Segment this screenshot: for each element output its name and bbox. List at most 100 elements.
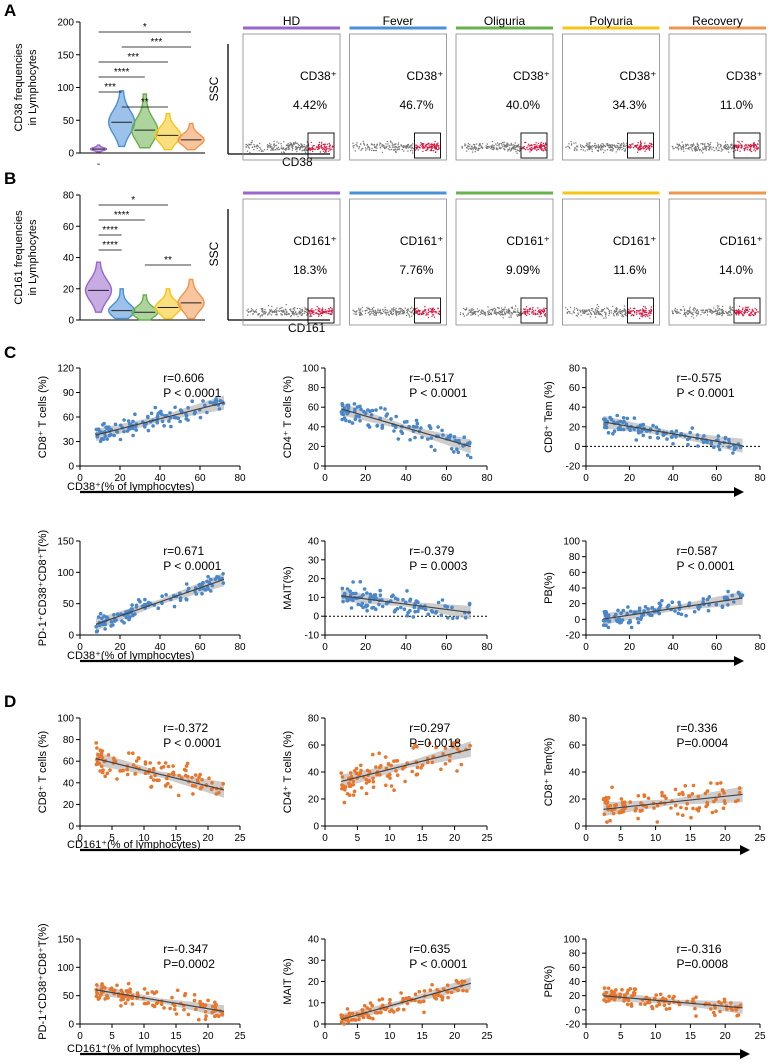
y-tick-label: 40 — [569, 768, 581, 779]
event-dot — [459, 313, 462, 316]
data-point — [389, 417, 393, 421]
event-dot — [263, 149, 266, 151]
x-tick-label: 40 — [400, 473, 412, 484]
event-dot — [495, 148, 498, 150]
data-point — [201, 586, 206, 591]
data-point — [716, 434, 721, 438]
data-point — [380, 997, 385, 1001]
data-point — [184, 768, 188, 773]
event-dot — [390, 148, 393, 151]
event-dot — [528, 310, 531, 312]
x-tick-label: 0 — [77, 833, 83, 844]
data-point — [363, 1003, 367, 1008]
event-dot — [394, 148, 397, 151]
data-point — [340, 412, 344, 416]
data-point — [716, 444, 721, 449]
event-dot — [717, 313, 719, 315]
data-point — [130, 425, 135, 430]
event-dot — [251, 309, 254, 311]
data-point — [665, 437, 669, 441]
event-dot — [316, 306, 318, 308]
data-point — [368, 1007, 372, 1012]
event-dot — [372, 149, 375, 152]
data-point — [210, 781, 214, 785]
event-dot — [310, 315, 313, 317]
event-dot — [472, 143, 475, 146]
event-dot — [738, 314, 740, 316]
event-dot — [750, 314, 752, 316]
data-point — [646, 607, 650, 611]
y-tick-label: 60 — [308, 403, 320, 414]
data-point — [368, 1015, 372, 1020]
event-dot — [438, 147, 440, 149]
data-point — [449, 447, 454, 451]
event-dot — [305, 148, 307, 151]
event-dot — [613, 314, 615, 316]
data-point — [191, 792, 195, 796]
data-point — [674, 429, 679, 433]
event-dot — [392, 313, 394, 316]
data-point — [620, 987, 624, 992]
data-point — [155, 415, 160, 420]
data-point — [637, 606, 642, 610]
event-dot — [713, 149, 715, 152]
event-dot — [516, 152, 518, 154]
event-dot — [270, 144, 272, 146]
correlation-p: P < 0.0001 — [163, 736, 221, 750]
data-point — [183, 773, 188, 778]
regression-line — [341, 408, 471, 448]
event-dot — [271, 310, 273, 313]
event-dot — [252, 313, 254, 315]
event-dot — [539, 147, 541, 149]
event-dot — [715, 312, 718, 314]
data-point — [713, 1006, 717, 1010]
event-dot — [295, 148, 297, 151]
event-dot — [745, 144, 747, 146]
event-dot — [536, 149, 538, 151]
event-dot — [736, 148, 739, 150]
event-dot — [587, 313, 590, 315]
group-title-polyuria: Polyuria — [589, 14, 633, 28]
event-dot — [247, 308, 249, 310]
event-dot — [532, 310, 535, 312]
data-point — [734, 446, 738, 450]
positive-gate — [733, 297, 761, 324]
data-point — [126, 998, 130, 1002]
data-point — [714, 797, 718, 802]
event-dot — [671, 312, 674, 315]
event-dot — [678, 144, 681, 146]
event-dot — [730, 147, 732, 149]
event-dot — [271, 305, 273, 308]
event-dot — [527, 312, 529, 314]
data-point — [602, 417, 606, 422]
data-point — [109, 619, 114, 624]
event-dot — [422, 310, 424, 312]
data-point — [604, 425, 609, 430]
event-dot — [618, 310, 620, 312]
x-tick-label: 0 — [322, 642, 328, 653]
data-point — [636, 816, 640, 821]
event-dot — [569, 312, 571, 314]
event-dot — [360, 308, 362, 310]
data-point — [367, 779, 372, 783]
data-point — [465, 453, 470, 458]
event-dot — [518, 143, 520, 145]
data-point — [455, 447, 459, 452]
event-dot — [631, 143, 633, 145]
event-dot — [529, 151, 531, 153]
y-tick-label: 150 — [57, 50, 74, 61]
event-dot — [542, 312, 545, 314]
regression-line — [95, 578, 225, 625]
event-dot — [482, 143, 484, 145]
event-dot — [724, 141, 727, 143]
data-point — [151, 768, 156, 772]
data-point — [388, 997, 392, 1002]
event-dot — [419, 312, 421, 314]
event-dot — [358, 307, 360, 309]
event-dot — [615, 310, 618, 312]
event-dot — [752, 142, 755, 145]
event-dot — [621, 313, 623, 315]
event-dot — [281, 314, 284, 316]
event-dot — [425, 149, 427, 152]
event-dot — [300, 309, 302, 311]
